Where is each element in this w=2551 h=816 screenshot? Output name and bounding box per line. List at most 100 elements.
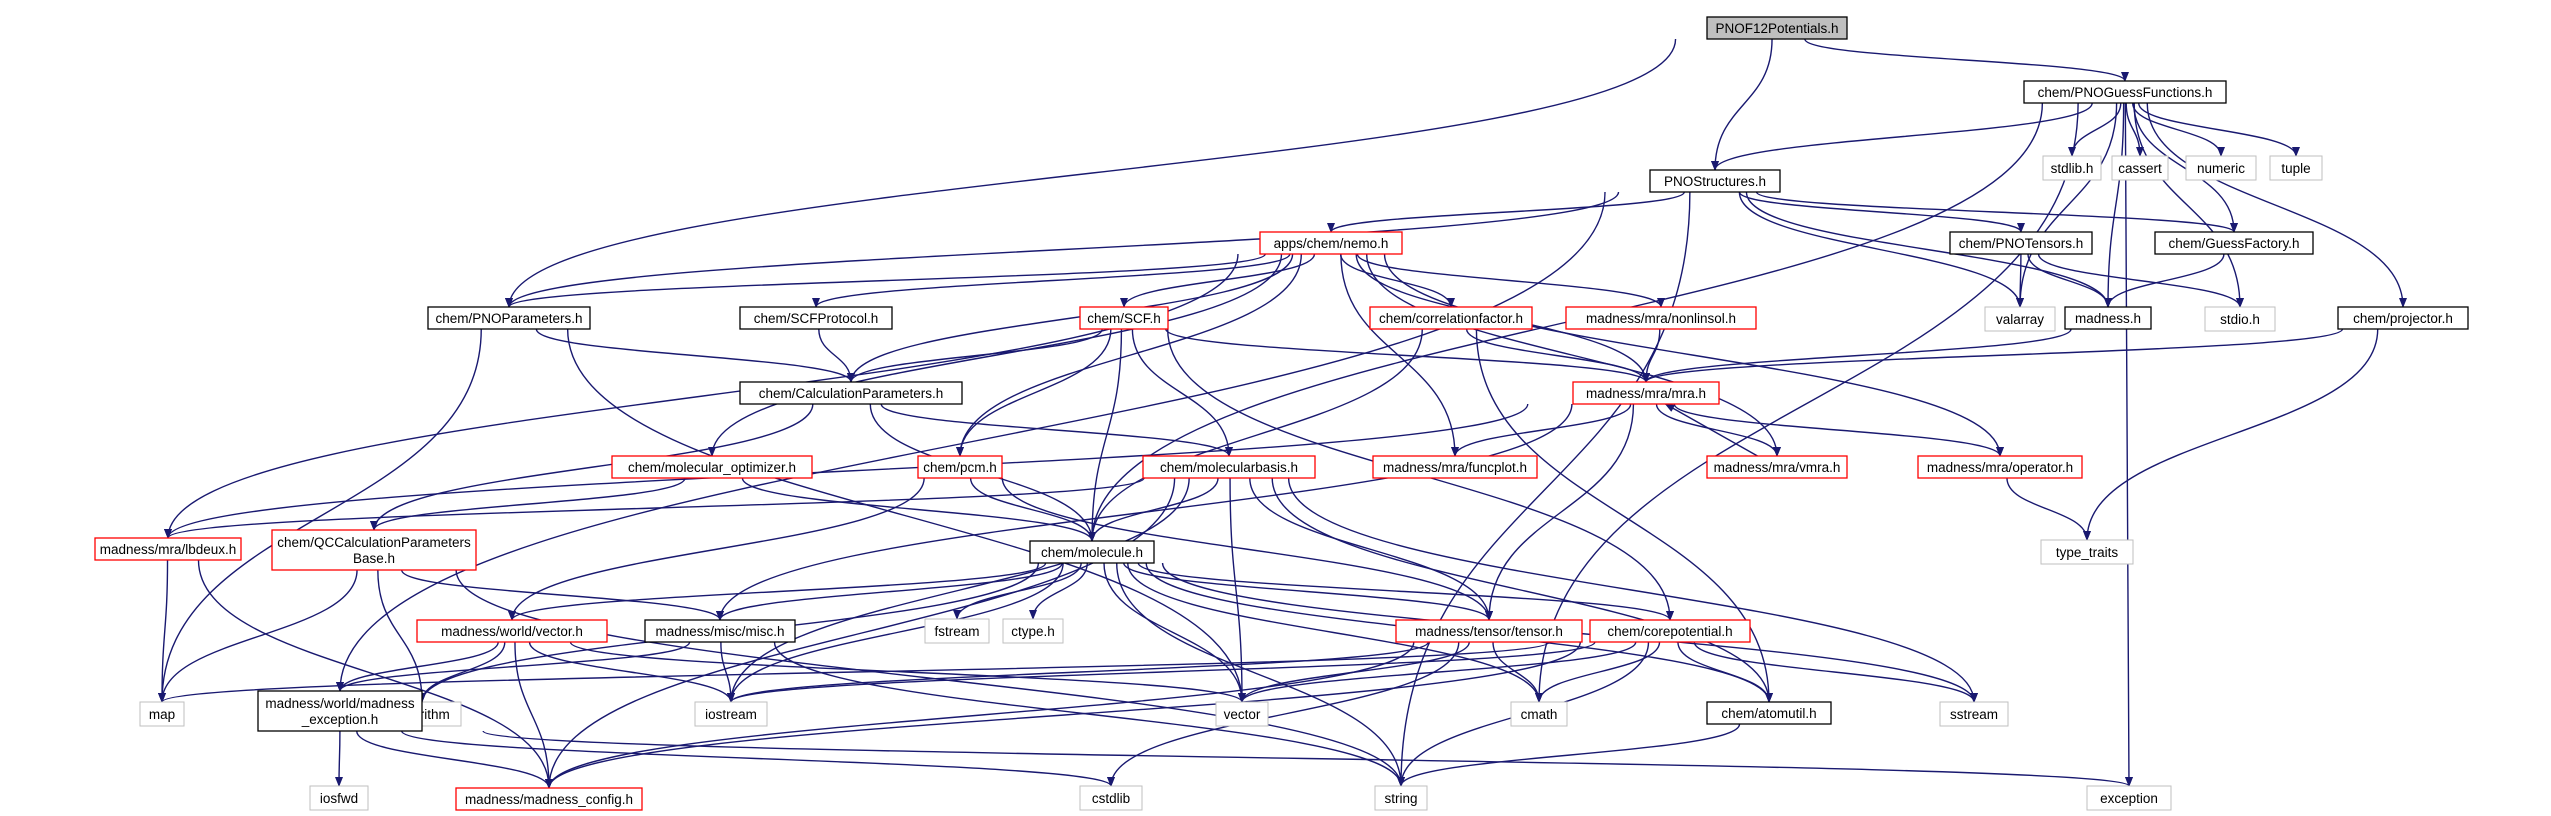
node-label: chem/molecular_optimizer.h — [628, 460, 796, 475]
edge-guess-to-madness — [2104, 102, 2125, 308]
node-cstdlib[interactable]: cstdlib — [1079, 785, 1143, 811]
edge-params-to-vector — [566, 328, 1246, 703]
node-molecule[interactable]: chem/molecule.h — [1029, 540, 1155, 564]
node-box — [271, 529, 477, 571]
node-tensor[interactable]: madness/tensor/tensor.h — [1395, 619, 1583, 643]
node-madness[interactable]: madness.h — [2064, 306, 2152, 330]
node-iostream[interactable]: iostream — [694, 701, 768, 727]
node-box — [2154, 231, 2314, 255]
node-box — [1706, 16, 1848, 40]
node-typetraits[interactable]: type_traits — [2040, 539, 2134, 565]
node-label: Base.h — [353, 551, 395, 566]
node-operator[interactable]: madness/mra/operator.h — [1917, 455, 2083, 479]
node-string[interactable]: string — [1374, 785, 1428, 811]
edge-struct-to-valarray — [1738, 191, 2024, 308]
edge-corepot-to-cmath — [1535, 641, 1661, 703]
node-calcparams[interactable]: chem/CalculationParameters.h — [739, 381, 963, 405]
edge-guess-to-numeric — [2131, 102, 2225, 157]
node-nonlinsol[interactable]: madness/mra/nonlinsol.h — [1565, 306, 1757, 330]
node-molbasis[interactable]: chem/molecularbasis.h — [1142, 455, 1316, 479]
node-label: PNOF12Potentials.h — [1715, 21, 1838, 36]
node-label: madness.h — [2075, 311, 2141, 326]
node-misc[interactable]: madness/misc/misc.h — [644, 619, 796, 643]
node-ctype[interactable]: ctype.h — [1002, 618, 1064, 644]
node-lbdeux[interactable]: madness/mra/lbdeux.h — [94, 537, 242, 561]
edge-calcparams-to-molbasis — [880, 403, 1233, 457]
node-struct[interactable]: PNOStructures.h — [1649, 169, 1781, 193]
node-scf[interactable]: chem/SCF.h — [1079, 306, 1169, 330]
node-corrfac[interactable]: chem/correlationfactor.h — [1369, 306, 1533, 330]
edge-molecule-to-misc — [716, 562, 1063, 621]
edge-atomutil-to-string — [1397, 723, 1741, 787]
edge-scf-to-mra — [1165, 328, 1650, 383]
node-box — [2086, 785, 2172, 811]
node-wvector[interactable]: madness/world/vector.h — [416, 619, 608, 643]
node-label: chem/QCCalculationParameters — [277, 535, 471, 550]
node-label: cstdlib — [1092, 791, 1130, 806]
edge-nemo-to-vmra — [1365, 253, 1781, 457]
edge-params-to-map — [158, 328, 482, 703]
node-sstream[interactable]: sstream — [1939, 701, 2009, 727]
node-vector[interactable]: vector — [1215, 701, 1269, 727]
node-cassert[interactable]: cassert — [2111, 155, 2169, 181]
edge-nemo-to-corrfac — [1339, 253, 1455, 308]
node-vmra[interactable]: madness/mra/vmra.h — [1706, 455, 1848, 479]
node-box — [1395, 619, 1583, 643]
edge-molecule-to-vector — [1103, 562, 1246, 703]
edge-vmra-to-mra — [1664, 403, 1758, 457]
node-tuple[interactable]: tuple — [2269, 155, 2323, 181]
node-funcplot[interactable]: madness/mra/funcplot.h — [1372, 455, 1538, 479]
node-corepot[interactable]: chem/corepotential.h — [1589, 619, 1751, 643]
edge-corepot-to-madconfig — [545, 641, 1582, 789]
node-nemo[interactable]: apps/chem/nemo.h — [1259, 231, 1403, 255]
node-root[interactable]: PNOF12Potentials.h — [1706, 16, 1848, 40]
edge-struct-to-tensors — [1738, 191, 2025, 233]
edge-molecule-to-string — [1116, 562, 1405, 787]
node-madexc[interactable]: madness/world/madness_exception.h — [257, 690, 423, 732]
node-iosfwd[interactable]: iosfwd — [309, 785, 369, 811]
node-box — [1565, 306, 1757, 330]
node-layer: PNOF12Potentials.h chem/PNOGuessFunctions… — [94, 16, 2469, 811]
edge-scf-to-calcparams — [847, 328, 1103, 383]
node-projector[interactable]: chem/projector.h — [2337, 306, 2469, 330]
node-label: vector — [1224, 707, 1261, 722]
node-valarray[interactable]: valarray — [1984, 306, 2056, 332]
node-map[interactable]: map — [139, 701, 185, 727]
edge-mra-to-tensor — [1485, 403, 1635, 621]
node-molopt[interactable]: chem/molecular_optimizer.h — [611, 455, 813, 479]
node-mra[interactable]: madness/mra/mra.h — [1572, 381, 1720, 405]
edge-scf-to-pcm — [956, 328, 1112, 457]
node-numeric[interactable]: numeric — [2185, 155, 2257, 181]
node-gfactory[interactable]: chem/GuessFactory.h — [2154, 231, 2314, 255]
node-box — [2042, 155, 2102, 181]
node-label: chem/SCF.h — [1087, 311, 1161, 326]
edge-mra-to-operator — [1673, 403, 2004, 457]
node-fstream[interactable]: fstream — [924, 618, 990, 644]
node-label: tuple — [2281, 161, 2310, 176]
node-exception[interactable]: exception — [2086, 785, 2172, 811]
node-tensors[interactable]: chem/PNOTensors.h — [1949, 231, 2093, 255]
node-pcm[interactable]: chem/pcm.h — [917, 455, 1003, 479]
node-atomutil[interactable]: chem/atomutil.h — [1706, 701, 1832, 725]
node-box — [1949, 231, 2093, 255]
node-madconfig[interactable]: madness/madness_config.h — [455, 787, 643, 811]
node-scfproto[interactable]: chem/SCFProtocol.h — [739, 306, 893, 330]
edge-scfproto-to-calcparams — [818, 328, 855, 383]
node-box — [739, 306, 893, 330]
edge-struct-to-string — [1397, 191, 1691, 787]
node-box — [2337, 306, 2469, 330]
edge-nemo-to-molopt — [708, 253, 1283, 457]
node-box — [2185, 155, 2257, 181]
node-params[interactable]: chem/PNOParameters.h — [427, 306, 591, 330]
node-label: apps/chem/nemo.h — [1274, 236, 1389, 251]
node-box — [2023, 80, 2227, 104]
node-cmath[interactable]: cmath — [1510, 701, 1568, 727]
edge-corepot-to-map — [158, 641, 1551, 703]
node-stdlib[interactable]: stdlib.h — [2042, 155, 2102, 181]
edge-madexc-to-cstdlib — [400, 730, 1115, 787]
node-stdio[interactable]: stdio.h — [2204, 306, 2276, 332]
node-label: chem/atomutil.h — [1721, 706, 1816, 721]
node-guess[interactable]: chem/PNOGuessFunctions.h — [2023, 80, 2227, 104]
node-box — [1939, 701, 2009, 727]
